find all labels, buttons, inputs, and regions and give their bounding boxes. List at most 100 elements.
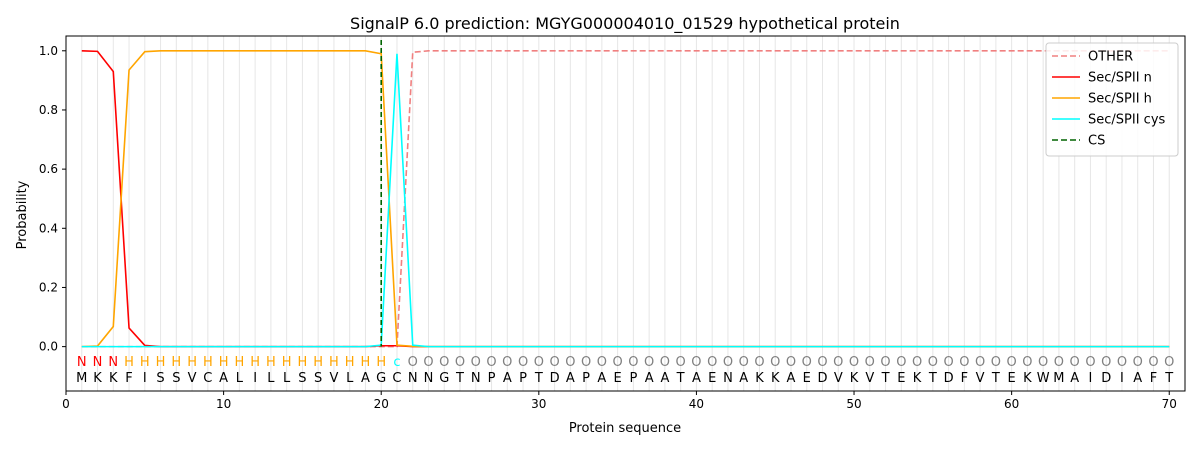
sequence-annotation: NMNKNKHFHIHSHSHVHCHAHLHIHLHLHSHSHVHLHAHG… bbox=[76, 355, 1174, 386]
residue-label: F bbox=[961, 371, 968, 386]
x-axis: 0 10 20 30 40 50 60 70 bbox=[62, 391, 1177, 411]
residue-label: S bbox=[298, 371, 306, 386]
residue-label: A bbox=[361, 371, 370, 386]
residue-label: T bbox=[928, 371, 937, 386]
residue-label: E bbox=[614, 371, 622, 386]
residue-label: P bbox=[488, 371, 496, 386]
x-tick-label: 50 bbox=[846, 397, 861, 411]
region-label: O bbox=[644, 355, 654, 370]
region-label: O bbox=[628, 355, 638, 370]
residue-label: K bbox=[755, 371, 764, 386]
residue-label: A bbox=[645, 371, 654, 386]
y-axis-label: Probability bbox=[15, 180, 30, 249]
residue-label: I bbox=[1089, 371, 1093, 386]
region-label: H bbox=[171, 355, 181, 370]
residue-label: V bbox=[976, 371, 985, 386]
region-label: H bbox=[219, 355, 229, 370]
region-label: O bbox=[723, 355, 733, 370]
residue-label: T bbox=[881, 371, 890, 386]
x-tick-label: 20 bbox=[374, 397, 389, 411]
residue-label: A bbox=[692, 371, 701, 386]
region-label: O bbox=[486, 355, 496, 370]
region-label: H bbox=[298, 355, 308, 370]
region-label: H bbox=[250, 355, 260, 370]
region-label: O bbox=[1133, 355, 1143, 370]
residue-label: T bbox=[1164, 371, 1173, 386]
region-label: H bbox=[156, 355, 166, 370]
region-label: O bbox=[912, 355, 922, 370]
y-axis: 0.0 0.2 0.4 0.6 0.8 1.0 bbox=[39, 44, 66, 354]
region-label: H bbox=[266, 355, 276, 370]
region-label: O bbox=[928, 355, 938, 370]
region-label: O bbox=[1038, 355, 1048, 370]
region-label: O bbox=[754, 355, 764, 370]
region-label: O bbox=[1101, 355, 1111, 370]
residue-label: K bbox=[93, 371, 102, 386]
residue-label: D bbox=[944, 371, 954, 386]
residue-label: V bbox=[834, 371, 843, 386]
residue-label: S bbox=[314, 371, 322, 386]
residue-label: F bbox=[125, 371, 132, 386]
region-label: O bbox=[597, 355, 607, 370]
residue-label: F bbox=[1150, 371, 1157, 386]
legend: OTHER Sec/SPII n Sec/SPII h Sec/SPII cys CS bbox=[1045, 42, 1179, 157]
y-tick-label: 0.2 bbox=[39, 280, 58, 294]
region-label: H bbox=[376, 355, 386, 370]
region-label: O bbox=[896, 355, 906, 370]
residue-label: T bbox=[534, 371, 543, 386]
region-label: O bbox=[676, 355, 686, 370]
residue-label: S bbox=[172, 371, 180, 386]
series-line-sec-spii-h bbox=[81, 49, 1170, 348]
residue-label: A bbox=[503, 371, 512, 386]
residue-label: N bbox=[424, 371, 434, 386]
region-label: c bbox=[393, 355, 400, 370]
region-label: O bbox=[549, 355, 559, 370]
region-label: O bbox=[880, 355, 890, 370]
residue-label: D bbox=[550, 371, 560, 386]
residue-label: P bbox=[519, 371, 527, 386]
region-label: O bbox=[959, 355, 969, 370]
region-label: O bbox=[408, 355, 418, 370]
residue-label: K bbox=[1023, 371, 1032, 386]
residue-label: D bbox=[1101, 371, 1111, 386]
region-label: O bbox=[833, 355, 843, 370]
residue-label: I bbox=[253, 371, 257, 386]
legend-box bbox=[1045, 42, 1179, 157]
region-label: O bbox=[817, 355, 827, 370]
residue-label: E bbox=[803, 371, 811, 386]
region-label: O bbox=[581, 355, 591, 370]
grid-lines bbox=[81, 36, 1170, 391]
region-label: O bbox=[1117, 355, 1127, 370]
residue-label: D bbox=[817, 371, 827, 386]
residue-label: A bbox=[566, 371, 575, 386]
region-label: O bbox=[691, 355, 701, 370]
series-line-sec-spii-cys bbox=[81, 53, 1170, 348]
region-label: O bbox=[707, 355, 717, 370]
region-label: H bbox=[124, 355, 134, 370]
region-label: O bbox=[1054, 355, 1064, 370]
region-label: O bbox=[849, 355, 859, 370]
residue-label: I bbox=[1120, 371, 1124, 386]
y-tick-label: 0.8 bbox=[39, 103, 58, 117]
region-label: O bbox=[534, 355, 544, 370]
residue-label: K bbox=[109, 371, 118, 386]
residue-label: L bbox=[267, 371, 275, 386]
residue-label: S bbox=[156, 371, 164, 386]
region-label: O bbox=[439, 355, 449, 370]
residue-label: T bbox=[676, 371, 685, 386]
region-label: O bbox=[423, 355, 433, 370]
residue-label: A bbox=[739, 371, 748, 386]
series-lines bbox=[81, 40, 1170, 348]
x-tick-label: 30 bbox=[531, 397, 546, 411]
residue-label: V bbox=[329, 371, 338, 386]
residue-label: N bbox=[471, 371, 481, 386]
region-label: O bbox=[943, 355, 953, 370]
residue-label: C bbox=[392, 371, 401, 386]
residue-label: K bbox=[850, 371, 859, 386]
region-label: H bbox=[234, 355, 244, 370]
residue-label: K bbox=[771, 371, 780, 386]
legend-label: OTHER bbox=[1088, 50, 1133, 65]
region-label: H bbox=[140, 355, 150, 370]
region-label: O bbox=[1164, 355, 1174, 370]
